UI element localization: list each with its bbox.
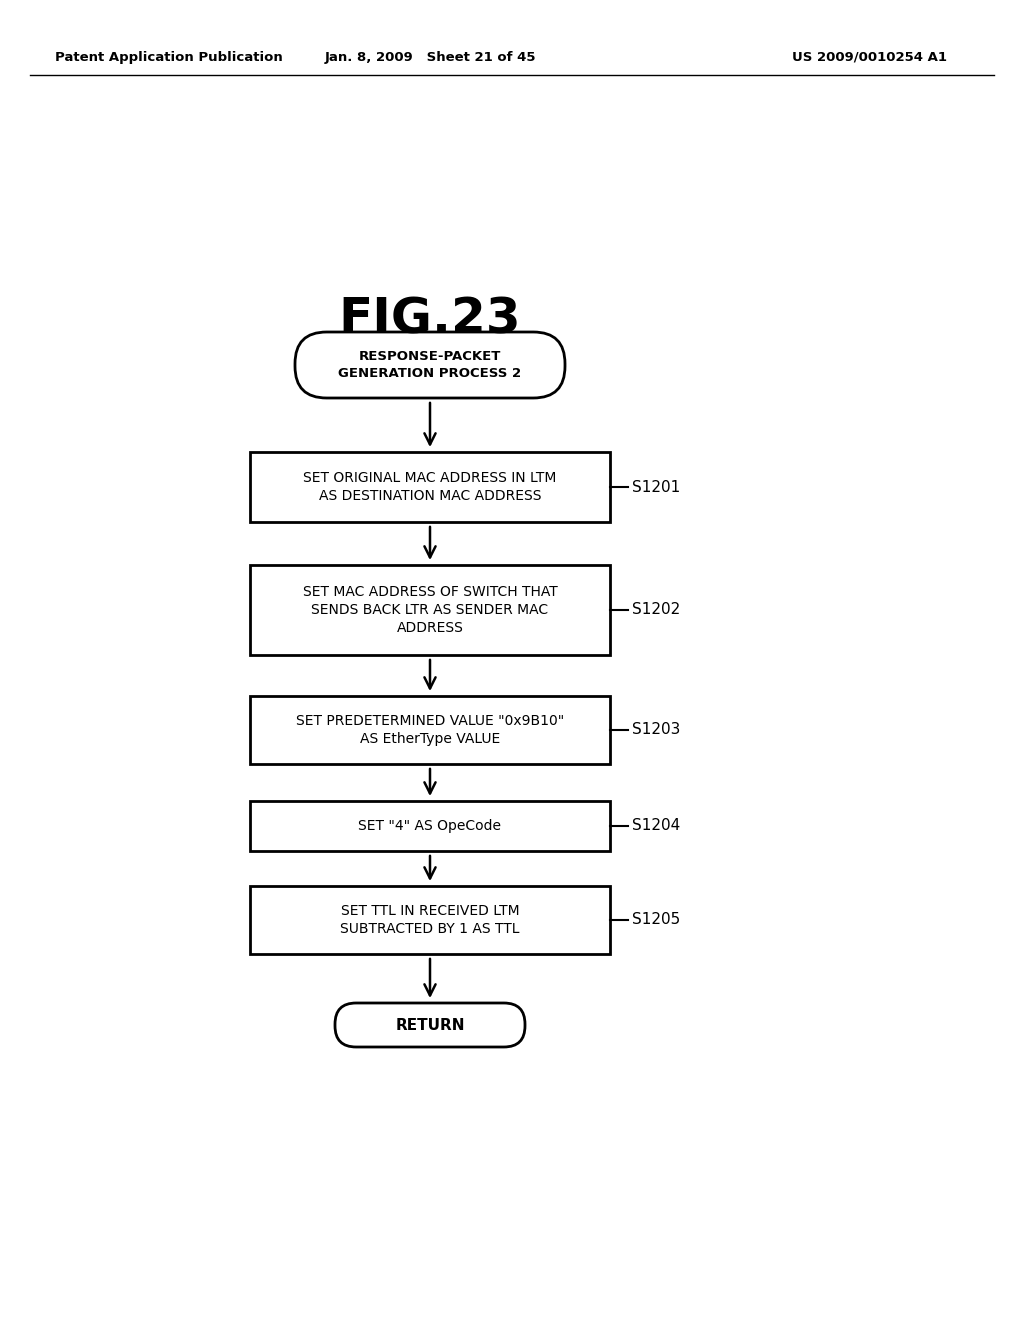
Text: Jan. 8, 2009   Sheet 21 of 45: Jan. 8, 2009 Sheet 21 of 45 (325, 50, 536, 63)
Text: RETURN: RETURN (395, 1018, 465, 1032)
Text: SET TTL IN RECEIVED LTM
SUBTRACTED BY 1 AS TTL: SET TTL IN RECEIVED LTM SUBTRACTED BY 1 … (340, 904, 520, 936)
Bar (250, 886, 610, 954)
Text: SET MAC ADDRESS OF SWITCH THAT
SENDS BACK LTR AS SENDER MAC
ADDRESS: SET MAC ADDRESS OF SWITCH THAT SENDS BAC… (303, 585, 557, 635)
Bar (250, 451, 610, 521)
Text: Patent Application Publication: Patent Application Publication (55, 50, 283, 63)
Bar (250, 565, 610, 655)
Text: RESPONSE-PACKET
GENERATION PROCESS 2: RESPONSE-PACKET GENERATION PROCESS 2 (339, 350, 521, 380)
Text: S1204: S1204 (632, 818, 680, 833)
Text: S1202: S1202 (632, 602, 680, 618)
Bar (250, 801, 610, 851)
Text: S1205: S1205 (632, 912, 680, 928)
Text: S1203: S1203 (632, 722, 680, 738)
Text: SET ORIGINAL MAC ADDRESS IN LTM
AS DESTINATION MAC ADDRESS: SET ORIGINAL MAC ADDRESS IN LTM AS DESTI… (303, 471, 557, 503)
FancyBboxPatch shape (295, 333, 565, 399)
FancyBboxPatch shape (335, 1003, 525, 1047)
Text: S1201: S1201 (632, 479, 680, 495)
Text: SET "4" AS OpeCode: SET "4" AS OpeCode (358, 818, 502, 833)
Text: FIG.23: FIG.23 (339, 296, 521, 345)
Text: US 2009/0010254 A1: US 2009/0010254 A1 (793, 50, 947, 63)
Bar (250, 696, 610, 764)
Text: SET PREDETERMINED VALUE "0x9B10"
AS EtherType VALUE: SET PREDETERMINED VALUE "0x9B10" AS Ethe… (296, 714, 564, 746)
